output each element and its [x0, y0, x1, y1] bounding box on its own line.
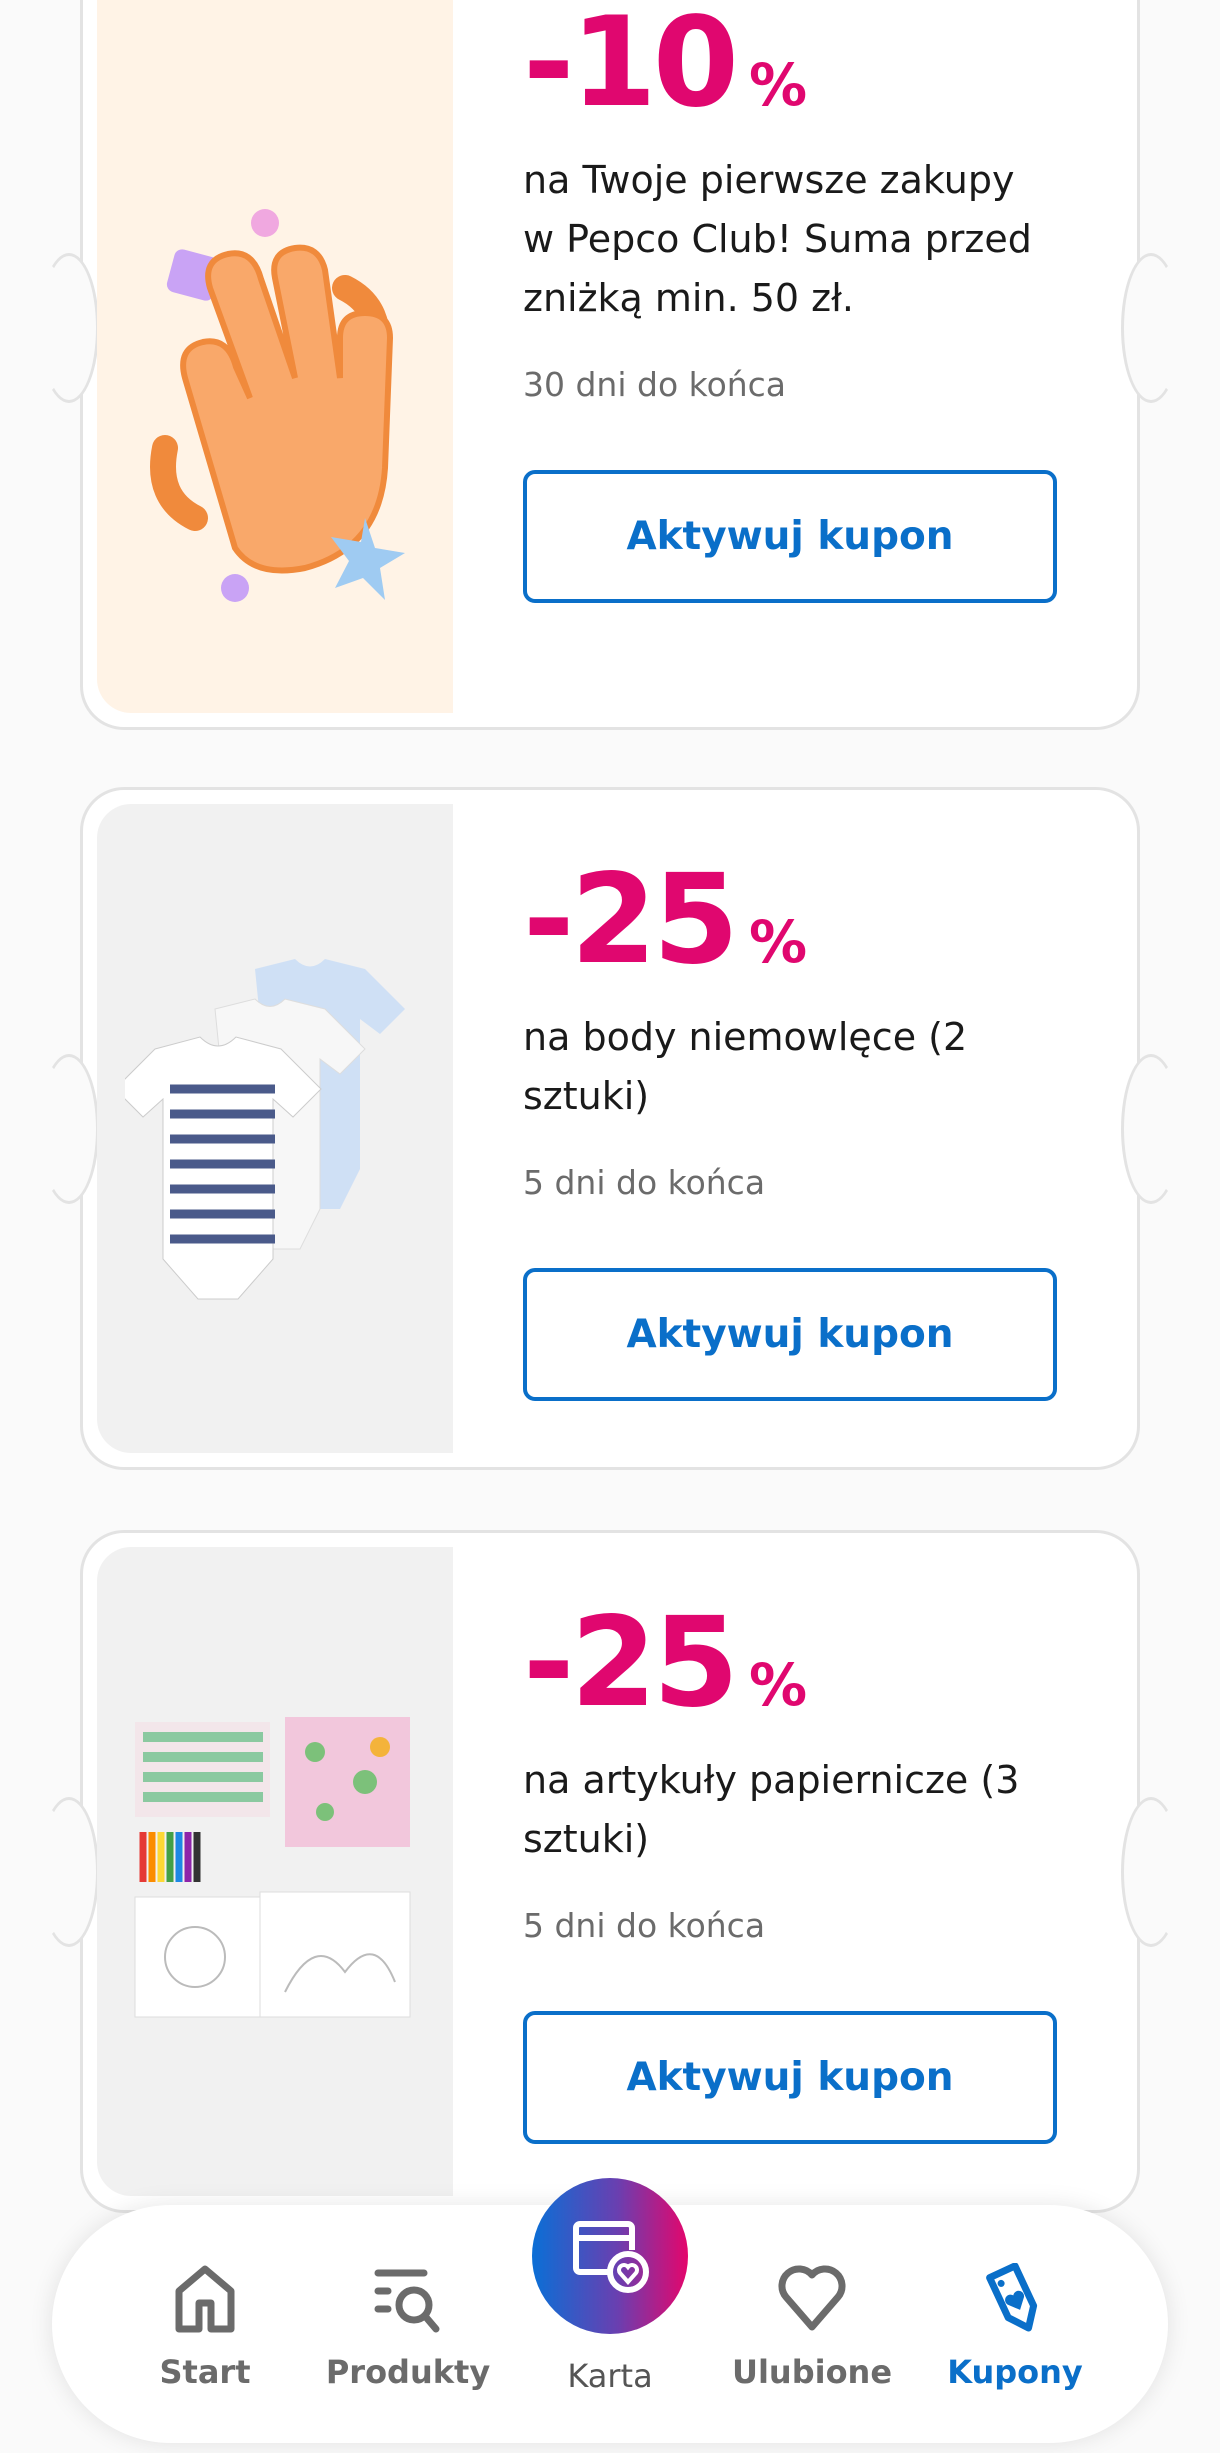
- days-left: 5 dni do końca: [523, 1906, 766, 1945]
- coupon-description: na body niemowlęce (2 sztuki): [523, 1015, 968, 1118]
- nav-label: Karta: [567, 2357, 653, 2395]
- nav-label: Ulubione: [731, 2353, 893, 2391]
- discount-value: -25%: [523, 850, 1057, 990]
- nav-label: Kupony: [947, 2353, 1083, 2391]
- activate-coupon-button[interactable]: Aktywuj kupon: [523, 2011, 1057, 2144]
- nav-item-start[interactable]: Start: [115, 2205, 295, 2443]
- home-icon: [175, 2265, 235, 2333]
- coupon-description: na Twoje pierwsze zakupy w Pepco Club! S…: [523, 158, 1032, 320]
- days-left: 5 dni do końca: [523, 1163, 766, 1202]
- heart-icon: [778, 2265, 846, 2331]
- coupon-tag-icon: [986, 2263, 1038, 2332]
- card-notch: [1121, 1053, 1181, 1204]
- karta-button-circle[interactable]: [532, 2178, 688, 2334]
- card-notch: [1121, 252, 1181, 403]
- loyalty-card-icon: [573, 2221, 649, 2293]
- nav-label: Produkty: [325, 2353, 491, 2391]
- percent-sign: %: [749, 51, 808, 119]
- coupon-content: -25% na artykuły papiernicze (3 sztuki) …: [523, 1593, 1057, 2144]
- coupon-content: -10% na Twoje pierwsze zakupy w Pepco Cl…: [523, 0, 1057, 603]
- coupon-card: -25% na body niemowlęce (2 sztuki) 5 dni…: [39, 787, 1181, 1470]
- discount-number: -25: [523, 1591, 739, 1735]
- nav-label: Start: [159, 2353, 251, 2391]
- bottom-navigation: Start Produkty Karta Ulubione Kupony: [52, 2178, 1168, 2443]
- coupon-card: -10% na Twoje pierwsze zakupy w Pepco Cl…: [39, 0, 1181, 730]
- product-search-icon: [374, 2269, 440, 2333]
- discount-value: -10%: [523, 0, 1057, 133]
- percent-sign: %: [749, 1651, 808, 1719]
- nav-item-ulubione[interactable]: Ulubione: [722, 2205, 902, 2443]
- coupon-card: -25% na artykuły papiernicze (3 sztuki) …: [39, 1530, 1181, 2213]
- nav-item-produkty[interactable]: Produkty: [318, 2205, 498, 2443]
- card-notch: [39, 1053, 99, 1204]
- coupon-image-baby-bodysuits: [97, 804, 453, 1453]
- nav-item-kupony[interactable]: Kupony: [925, 2205, 1105, 2443]
- coupon-description: na artykuły papiernicze (3 sztuki): [523, 1758, 1020, 1861]
- card-notch: [1121, 1796, 1181, 1947]
- days-left: 30 dni do końca: [523, 365, 787, 404]
- discount-value: -25%: [523, 1593, 1057, 1733]
- activate-coupon-button[interactable]: Aktywuj kupon: [523, 1268, 1057, 1401]
- card-notch: [39, 252, 99, 403]
- discount-number: -10: [523, 0, 739, 135]
- nav-item-karta[interactable]: Karta: [520, 2178, 700, 2443]
- card-notch: [39, 1796, 99, 1947]
- coupon-image-waving-hand: [97, 0, 453, 713]
- activate-coupon-button[interactable]: Aktywuj kupon: [523, 470, 1057, 603]
- coupon-image-stationery: [97, 1547, 453, 2196]
- percent-sign: %: [749, 908, 808, 976]
- coupon-content: -25% na body niemowlęce (2 sztuki) 5 dni…: [523, 850, 1057, 1401]
- discount-number: -25: [523, 848, 739, 992]
